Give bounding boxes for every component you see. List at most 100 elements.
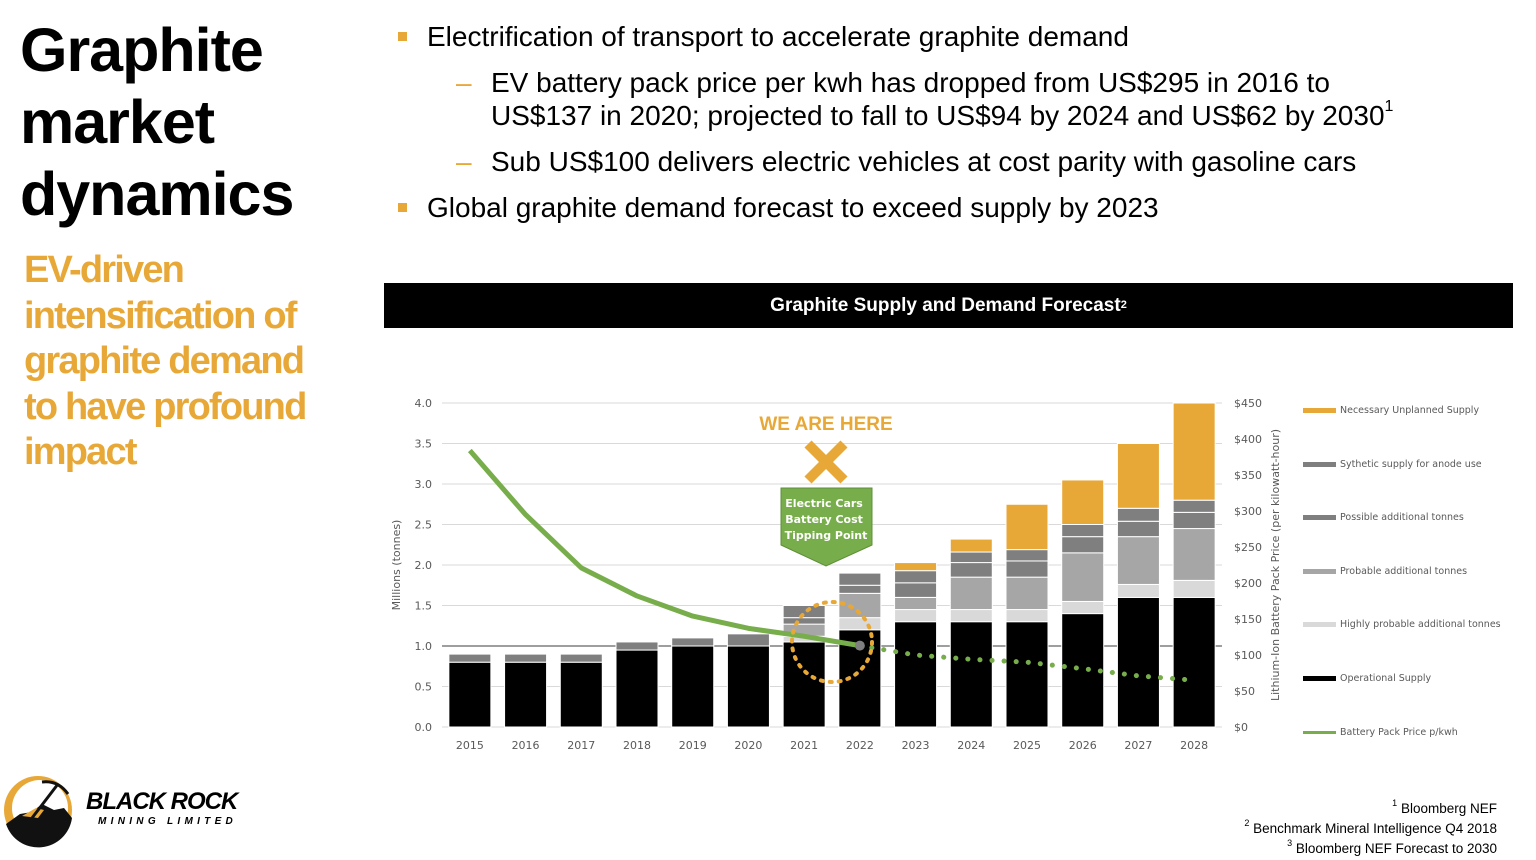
price-line — [467, 448, 861, 649]
bar-segment — [615, 649, 659, 728]
footnote: 3 Bloomberg NEF Forecast to 2030 — [1244, 839, 1497, 859]
bar-segment — [504, 661, 548, 728]
bar-segment — [894, 570, 938, 584]
bar-segment — [949, 609, 993, 623]
legend-item: Operational Supply — [1303, 673, 1431, 684]
bar-segment — [1005, 609, 1049, 623]
bar-segment — [504, 653, 548, 663]
bar-segment — [1116, 443, 1160, 509]
dash-icon: – — [456, 146, 472, 177]
legend-swatch — [1303, 515, 1336, 521]
y-tick-label: 3.5 — [415, 438, 433, 451]
bar-segment — [448, 653, 492, 663]
bar-segment — [726, 645, 770, 728]
subtitle-line: intensification of — [24, 294, 297, 337]
bar-segment — [1061, 552, 1105, 602]
x-tick-label: 2024 — [957, 739, 985, 752]
title-line: dynamics — [20, 160, 294, 228]
bar-segment — [1172, 511, 1216, 530]
bar-segment — [894, 609, 938, 623]
bar-segment — [782, 641, 826, 728]
legend-item: Possible additional tonnes — [1303, 512, 1464, 523]
we-are-here-label: WE ARE HERE — [759, 414, 892, 435]
y2-tick-label: $0 — [1234, 721, 1248, 734]
x-tick-label: 2020 — [734, 739, 762, 752]
bar-segment — [1116, 536, 1160, 585]
subtitle-line: to have profound — [24, 385, 307, 428]
callout-line: Battery Cost — [785, 513, 863, 526]
bar-segment — [894, 596, 938, 611]
bar-segment — [1172, 596, 1216, 728]
bullet-text: Electrification of transport to accelera… — [427, 21, 1129, 52]
x-tick-label: 2018 — [623, 739, 651, 752]
y2-tick-label: $350 — [1234, 469, 1262, 482]
callout-line: Tipping Point — [785, 529, 868, 542]
current-price-marker — [854, 640, 865, 651]
bullet-square-icon — [398, 32, 407, 41]
bar-segment — [1061, 479, 1105, 525]
bar-segment — [1116, 583, 1160, 598]
bar-segment — [559, 653, 603, 663]
bar-segment — [1061, 613, 1105, 728]
supply-demand-chart: 0.0 0.5 1.0 1.5 2.0 2.5 3.0 3.5 4.0 $0 $50 $100 $150… — [390, 397, 1282, 752]
legend-item: Sythetic supply for anode use — [1303, 459, 1482, 470]
x-tick-label: 2021 — [790, 739, 818, 752]
dash-icon: – — [456, 67, 472, 98]
bar-segment — [782, 605, 826, 619]
footnote-text: Bloomberg NEF Forecast to 2030 — [1295, 841, 1497, 856]
legend-label: Sythetic supply for anode use — [1340, 458, 1482, 470]
legend-item: Battery Pack Price p/kwh — [1303, 727, 1458, 738]
bar-segment — [1172, 579, 1216, 598]
legend-label: Possible additional tonnes — [1340, 512, 1464, 524]
y2-tick-label: $400 — [1234, 433, 1262, 446]
sub-bullet-item: – EV battery pack price per kwh has dropp… — [398, 66, 1518, 132]
x-tick-label: 2025 — [1013, 739, 1041, 752]
x-tick-label: 2017 — [567, 739, 595, 752]
bar-segment — [448, 661, 492, 728]
bar-segment — [1061, 524, 1105, 538]
footnote-ref: 2 — [1120, 299, 1127, 311]
legend-swatch — [1303, 622, 1336, 628]
bar-segment — [1116, 520, 1160, 538]
bar-segment — [671, 637, 715, 647]
bar-segment — [1061, 600, 1105, 615]
x-tick-label: 2022 — [846, 739, 874, 752]
x-tick-label: 2019 — [679, 739, 707, 752]
footnotes: 1 Bloomberg NEF 2 Benchmark Mineral Inte… — [1244, 799, 1497, 859]
x-mark-icon — [804, 440, 848, 484]
bar-segment — [671, 645, 715, 728]
bar-segment — [838, 617, 882, 631]
y-tick-label: 1.5 — [415, 600, 433, 613]
footnote: 2 Benchmark Mineral Intelligence Q4 2018 — [1244, 819, 1497, 839]
bullet-item: Electrification of transport to accelera… — [398, 20, 1518, 53]
title-line: Graphite — [20, 16, 264, 84]
y-tick-label: 1.0 — [415, 640, 433, 653]
bar-segment — [949, 562, 993, 578]
bar-segment — [559, 661, 603, 728]
y2-tick-label: $300 — [1234, 505, 1262, 518]
subtitle-line: graphite demand — [24, 340, 305, 382]
bar-segment — [894, 621, 938, 728]
bar-segment — [1172, 402, 1216, 501]
y2-tick-label: $150 — [1234, 613, 1262, 626]
footnote-ref: 1 — [1384, 98, 1394, 115]
y2-axis-label: Lithium-Ion Battery Pack Price (per kilo… — [1269, 429, 1282, 701]
x-tick-label: 2028 — [1180, 739, 1208, 752]
bar-segment — [949, 551, 993, 564]
bar-segment — [838, 584, 882, 594]
legend-swatch — [1303, 676, 1336, 681]
bar-segment — [1005, 503, 1049, 551]
y-axis-label: Millions (tonnes) — [390, 520, 403, 611]
bar-segment — [949, 538, 993, 553]
footnote-number: 3 — [1287, 838, 1293, 848]
bar-segment — [1005, 549, 1049, 562]
chart-title: Graphite Supply and Demand Forecast — [770, 294, 1121, 316]
bar-segment — [838, 572, 882, 586]
black-rock-logo — [4, 776, 72, 848]
bar-segment — [1005, 621, 1049, 728]
x-tick-label: 2016 — [512, 739, 540, 752]
y-tick-label: 3.0 — [415, 478, 433, 491]
callout-line: Electric Cars — [785, 497, 863, 510]
footnote-number: 1 — [1392, 798, 1398, 808]
y-tick-label: 2.5 — [415, 519, 433, 532]
